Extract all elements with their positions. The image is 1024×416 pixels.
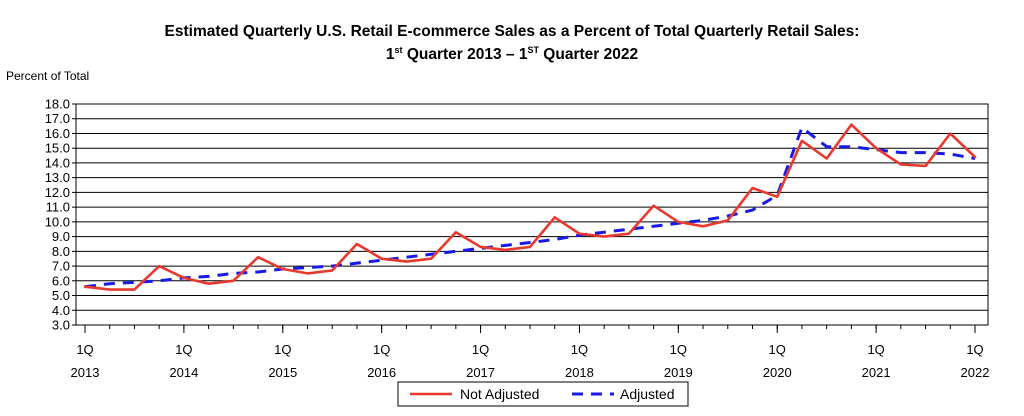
title-part: Quarter 2022	[539, 46, 639, 63]
y-tick-label: 6.0	[52, 273, 70, 288]
x-tick-label-quarter: 1Q	[867, 342, 884, 357]
series-line-adjusted	[84, 126, 976, 289]
y-tick-label: 5.0	[52, 288, 70, 303]
x-tick-label-year: 2021	[862, 365, 891, 380]
y-tick-label: 15.0	[45, 141, 70, 156]
y-tick-label: 4.0	[52, 303, 70, 318]
x-tick-label-quarter: 1Q	[274, 342, 291, 357]
x-tick-label-year: 2022	[961, 365, 990, 380]
y-tick-label: 12.0	[45, 185, 70, 200]
legend-label-not-adjusted: Not Adjusted	[460, 386, 539, 402]
legend: Not Adjusted Adjusted	[397, 381, 689, 407]
series-line-not-adjusted	[83, 123, 977, 291]
x-tick-label-year: 2014	[169, 365, 198, 380]
x-tick-label-year: 2018	[565, 365, 594, 380]
chart-title-line-1: Estimated Quarterly U.S. Retail E-commer…	[164, 23, 860, 40]
x-tick-label-quarter: 1Q	[472, 342, 489, 357]
y-tick-label: 10.0	[45, 214, 70, 229]
y-tick-label: 8.0	[52, 244, 70, 259]
chart-title-line-2: 1st Quarter 2013 – 1ST Quarter 2022	[0, 45, 1024, 65]
x-tick-label-quarter: 1Q	[769, 342, 786, 357]
title-part: Quarter 2013 – 1	[402, 46, 528, 63]
x-axis-ticks: 1Q 2013 1Q 2014 1Q 2015 1Q 2016 1Q 2017 1Q 2018 1Q 20…	[71, 325, 990, 380]
y-axis-ticks: 3.04.05.06.07.08.09.010.011.012.013.014.…	[45, 97, 76, 333]
legend-label-adjusted: Adjusted	[620, 386, 674, 402]
x-tick-label-quarter: 1Q	[76, 342, 93, 357]
y-tick-label: 18.0	[45, 97, 70, 112]
x-tick-label-year: 2019	[664, 365, 693, 380]
y-tick-label: 17.0	[45, 111, 70, 126]
y-tick-label: 3.0	[52, 318, 70, 333]
x-tick-label-year: 2017	[466, 365, 495, 380]
x-tick-label-quarter: 1Q	[966, 342, 983, 357]
x-tick-label-quarter: 1Q	[571, 342, 588, 357]
axes	[75, 103, 989, 326]
x-tick-label-year: 2020	[763, 365, 792, 380]
y-tick-label: 13.0	[45, 170, 70, 185]
series-lines	[83, 123, 977, 291]
plot-frame	[75, 103, 989, 326]
title-superscript: ST	[527, 45, 539, 55]
x-tick-label-year: 2016	[367, 365, 396, 380]
y-tick-label: 9.0	[52, 229, 70, 244]
title-superscript: st	[394, 45, 403, 55]
x-tick-label-quarter: 1Q	[373, 342, 390, 357]
y-tick-label: 16.0	[45, 126, 70, 141]
y-tick-label: 7.0	[52, 259, 70, 274]
x-tick-label-quarter: 1Q	[175, 342, 192, 357]
gridlines	[76, 103, 988, 311]
y-tick-label: 11.0	[46, 200, 70, 215]
x-tick-label-year: 2015	[268, 365, 297, 380]
y-axis-label: Percent of Total	[6, 69, 90, 83]
title-part: 1	[385, 46, 395, 63]
x-tick-label-quarter: 1Q	[670, 342, 687, 357]
y-tick-label: 14.0	[45, 155, 70, 170]
x-tick-label-year: 2013	[71, 365, 100, 380]
